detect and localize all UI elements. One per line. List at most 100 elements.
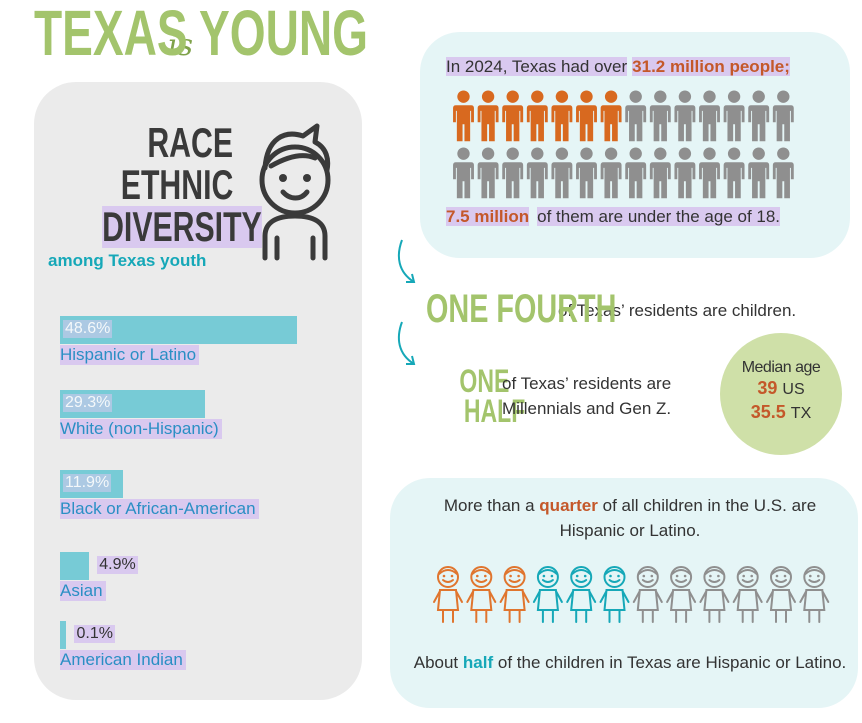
icon-face (671, 569, 692, 583)
median-row: 35.5 TX (720, 401, 842, 425)
icon-head (506, 147, 519, 160)
icon-head (703, 90, 716, 103)
icon-head (752, 147, 765, 160)
category-label: American Indian (60, 650, 186, 670)
value-label: 11.9% (63, 474, 112, 492)
icon-body (526, 105, 548, 142)
highlight: 31.2 million people; (632, 57, 790, 76)
icon-face (637, 569, 658, 583)
icon-body (477, 105, 499, 142)
icon-head (803, 566, 826, 588)
icon-head (654, 90, 667, 103)
population-text: 7.5 million of them are under the age of … (446, 207, 781, 227)
median-label: Median age (741, 359, 821, 376)
icon-face (471, 569, 492, 583)
value-label: 48.6% (63, 320, 113, 338)
icon-head (555, 90, 569, 103)
icon-eye (509, 574, 512, 578)
person-icon (551, 147, 573, 199)
icon-body (748, 162, 770, 199)
person-icon (649, 90, 671, 142)
icon-eye (675, 574, 679, 578)
median-value: 39 (757, 378, 778, 398)
icon-eye (717, 574, 720, 578)
icon-body (477, 162, 499, 199)
arrows (397, 239, 416, 365)
icon-body (600, 105, 622, 142)
icon-face (438, 569, 458, 583)
icon-body (723, 105, 745, 142)
person-icon (576, 90, 597, 142)
title-word: is (168, 28, 193, 63)
icon-head (777, 147, 790, 160)
icon-eye (517, 574, 520, 578)
icon-head (481, 90, 495, 103)
person-icon (649, 147, 671, 199)
icon-body (600, 162, 622, 199)
icon-body (526, 162, 548, 199)
icon-eye (450, 574, 454, 578)
icon-head (457, 90, 470, 103)
text: of Texas’ residents are (502, 374, 672, 393)
child-icon (433, 566, 463, 623)
icon-head (703, 147, 716, 160)
race-heading: RACE ETHNIC DIVERSITY (40, 122, 262, 248)
icon-eye (542, 574, 546, 578)
person-icon (453, 90, 474, 142)
icon-body (566, 589, 597, 623)
icon-body (699, 105, 720, 142)
icon-face (771, 569, 791, 583)
icon-body (551, 105, 573, 142)
icon-head (481, 147, 495, 160)
person-icon (674, 147, 696, 199)
person-icon (600, 147, 622, 199)
icon-eye (476, 574, 479, 578)
kids-text: More than a quarter of all children in t… (410, 493, 850, 543)
person-icon (576, 147, 597, 199)
icon-eye (809, 574, 812, 578)
icon-eye (750, 574, 753, 578)
boy-icon (259, 123, 331, 261)
highlight: ONE FOURTH (426, 287, 617, 331)
highlight: quarter (539, 496, 598, 515)
icon-body (674, 105, 696, 142)
icon-head (654, 147, 667, 160)
icon-eye (775, 574, 779, 578)
icon-head (727, 147, 741, 160)
title-word: TEXAS (34, 0, 188, 69)
icon-body (772, 105, 794, 142)
icon-body (466, 589, 497, 623)
icon-eye (442, 574, 446, 578)
icon-eye (783, 574, 787, 578)
icon-eye (609, 574, 612, 578)
text: of Texas’ residents are children. (558, 301, 797, 320)
child-icon (632, 566, 663, 623)
person-icon (748, 147, 770, 199)
population-icons (453, 90, 794, 199)
icon-face (504, 569, 525, 583)
highlight: half (462, 653, 494, 672)
icon-body (649, 105, 671, 142)
value-label: 4.9% (97, 556, 138, 574)
icon-body (649, 162, 671, 199)
median-place: TX (790, 405, 812, 422)
title: TEXASisYOUNG (34, 0, 434, 70)
kids-text: About half of the children in Texas are … (410, 650, 850, 675)
person-icon (699, 90, 720, 142)
icon-head (727, 90, 741, 103)
child-icon (566, 566, 597, 623)
person-icon (625, 90, 647, 142)
category-label: Black or African-American (60, 499, 259, 519)
icon-eye (742, 574, 745, 578)
icon-body (699, 162, 720, 199)
millennials-text: of Texas’ residents are Millennials and … (502, 371, 671, 421)
race-subheading: among Texas youth (48, 251, 207, 270)
child-icon (466, 566, 497, 623)
icon-body (732, 589, 763, 623)
icon-head (531, 147, 544, 160)
icon-body (433, 589, 463, 623)
value-label: 29.3% (63, 394, 113, 412)
icon-head (770, 566, 792, 588)
highlight: 7.5 million (446, 207, 530, 226)
